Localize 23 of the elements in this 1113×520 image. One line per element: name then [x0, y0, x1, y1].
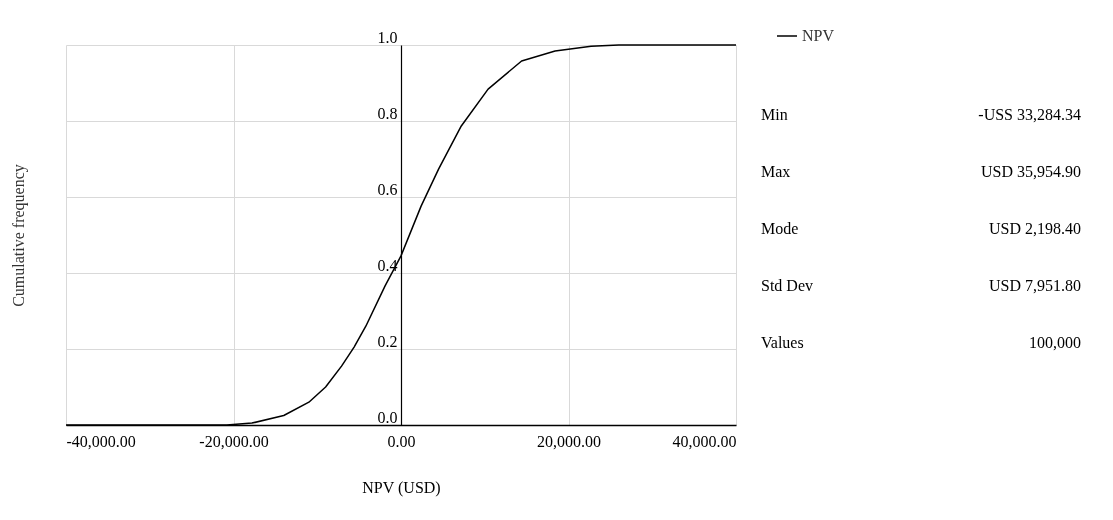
text: -USS 33,284.34 — [978, 106, 1081, 123]
y-tick-label: 0.2 — [377, 332, 398, 350]
text: USD 2,198.40 — [988, 220, 1081, 237]
text: USD 7,951.80 — [988, 277, 1081, 294]
x-tick-label: 20,000.00 — [537, 432, 601, 450]
text: Max — [761, 163, 791, 180]
text: Std Dev — [761, 277, 813, 294]
text: Values — [761, 334, 804, 351]
y-axis-title: Cumulative frequency — [9, 164, 28, 307]
y-tick-label: 0.0 — [377, 408, 398, 426]
x-axis-title: NPV (USD) — [362, 478, 441, 497]
text: USD 35,954.90 — [980, 163, 1081, 180]
x-tick-label: 40,000.00 — [672, 432, 737, 450]
text: 100,000 — [1029, 334, 1081, 351]
text: Min — [761, 106, 788, 123]
x-tick-label: -40,000.00 — [66, 432, 136, 450]
x-tick-label: 0.00 — [387, 432, 416, 450]
y-tick-label: 0.6 — [377, 180, 398, 198]
legend-label: NPV — [802, 27, 835, 44]
x-tick-label: -20,000.00 — [199, 432, 269, 450]
y-tick-label: 1.0 — [377, 28, 398, 46]
y-tick-label: 0.8 — [377, 104, 398, 122]
text: Mode — [761, 220, 799, 237]
